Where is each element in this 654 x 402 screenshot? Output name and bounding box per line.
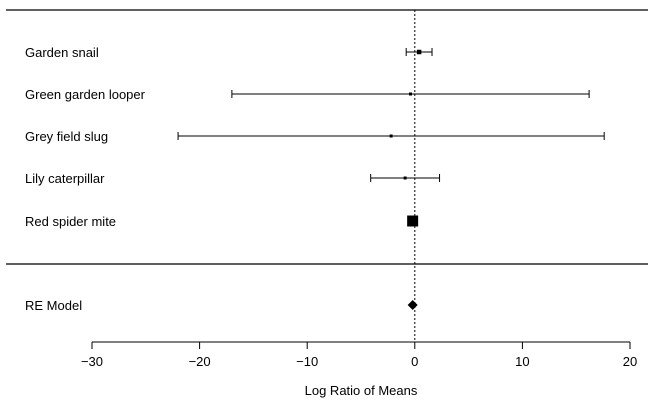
- x-tick-label: 0: [411, 354, 418, 369]
- study-label: Red spider mite: [25, 214, 116, 229]
- x-tick-label: −30: [81, 354, 103, 369]
- x-tick-label: 20: [623, 354, 637, 369]
- study-label: Lily caterpillar: [25, 171, 105, 186]
- x-axis-ticks: −30 −20 −10 0 10 20: [81, 342, 637, 369]
- study-label: Garden snail: [25, 45, 99, 60]
- estimate-marker: [403, 176, 407, 180]
- study-label: Grey field slug: [25, 129, 108, 144]
- study-row: Garden snail: [25, 45, 433, 60]
- study-row: Lily caterpillar: [25, 171, 441, 186]
- estimate-marker: [416, 49, 422, 55]
- x-axis: −30 −20 −10 0 10 20 Log Ratio of Means: [81, 341, 637, 398]
- estimate-marker: [408, 92, 412, 96]
- summary-diamond: [407, 300, 418, 310]
- x-tick-label: 10: [515, 354, 529, 369]
- studies-layer: Garden snail Green garden looper Grey fiel…: [25, 45, 605, 229]
- study-row: Grey field slug: [25, 129, 605, 144]
- summary-label: RE Model: [25, 298, 82, 313]
- study-row: Red spider mite: [25, 214, 419, 229]
- x-tick-label: −10: [296, 354, 318, 369]
- estimate-marker: [407, 215, 419, 227]
- summary-row: RE Model: [25, 298, 418, 313]
- x-axis-title: Log Ratio of Means: [305, 383, 418, 398]
- study-row: Green garden looper: [25, 87, 590, 102]
- x-tick-label: −20: [189, 354, 211, 369]
- study-label: Green garden looper: [25, 87, 146, 102]
- estimate-marker: [389, 134, 393, 138]
